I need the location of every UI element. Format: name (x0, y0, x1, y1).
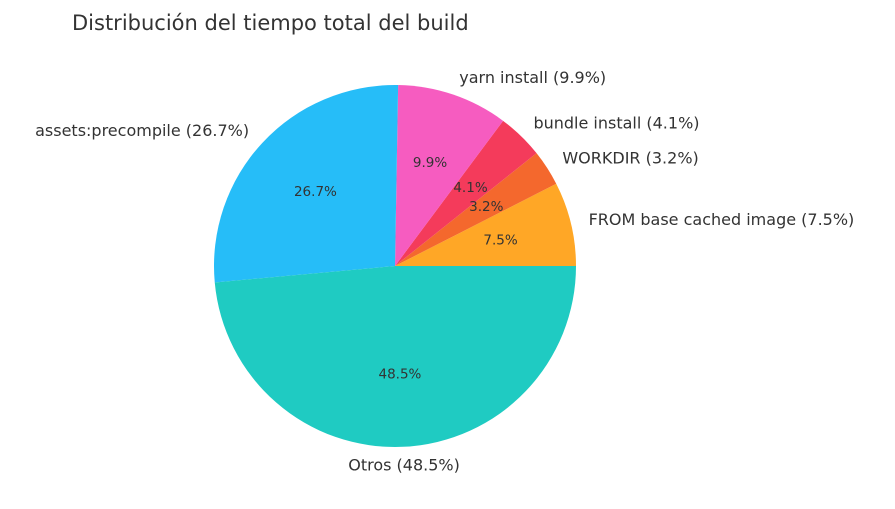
pie-slice-3 (395, 85, 504, 266)
pie-slice-2 (395, 120, 537, 266)
slice-label-1: WORKDIR (3.2%) (562, 149, 698, 168)
slice-label-2: bundle install (4.1%) (533, 113, 699, 132)
pct-label-3: 9.9% (413, 155, 447, 171)
slice-label-4: assets:precompile (26.7%) (35, 121, 249, 140)
pct-label-2: 4.1% (453, 180, 487, 196)
pie-slice-5 (214, 266, 576, 447)
slice-label-0: FROM base cached image (7.5%) (589, 210, 855, 229)
pct-label-1: 3.2% (469, 199, 503, 215)
chart-title: Distribución del tiempo total del build (72, 11, 469, 35)
pct-labels: 7.5% 3.2% 4.1% 9.9% 26.7% 48.5% (294, 155, 518, 382)
pie-slice-1 (395, 153, 557, 266)
pct-label-5: 48.5% (379, 366, 422, 382)
slice-label-3: yarn install (9.9%) (459, 68, 606, 87)
pct-label-0: 7.5% (483, 233, 517, 249)
pie-slices (214, 84, 576, 447)
slice-label-5: Otros (48.5%) (348, 455, 460, 474)
slice-labels: FROM base cached image (7.5%) WORKDIR (3.… (35, 68, 854, 474)
pie-slice-4 (214, 84, 399, 283)
pct-label-4: 26.7% (294, 184, 337, 200)
pie-slice-0 (395, 183, 576, 266)
